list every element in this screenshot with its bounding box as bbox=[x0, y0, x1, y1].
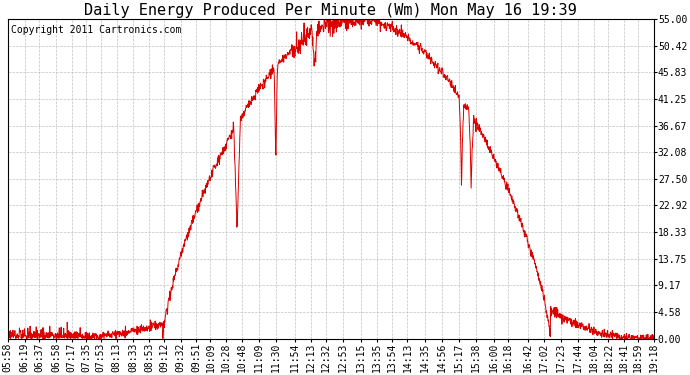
Text: Copyright 2011 Cartronics.com: Copyright 2011 Cartronics.com bbox=[11, 26, 181, 35]
Title: Daily Energy Produced Per Minute (Wm) Mon May 16 19:39: Daily Energy Produced Per Minute (Wm) Mo… bbox=[84, 3, 577, 18]
